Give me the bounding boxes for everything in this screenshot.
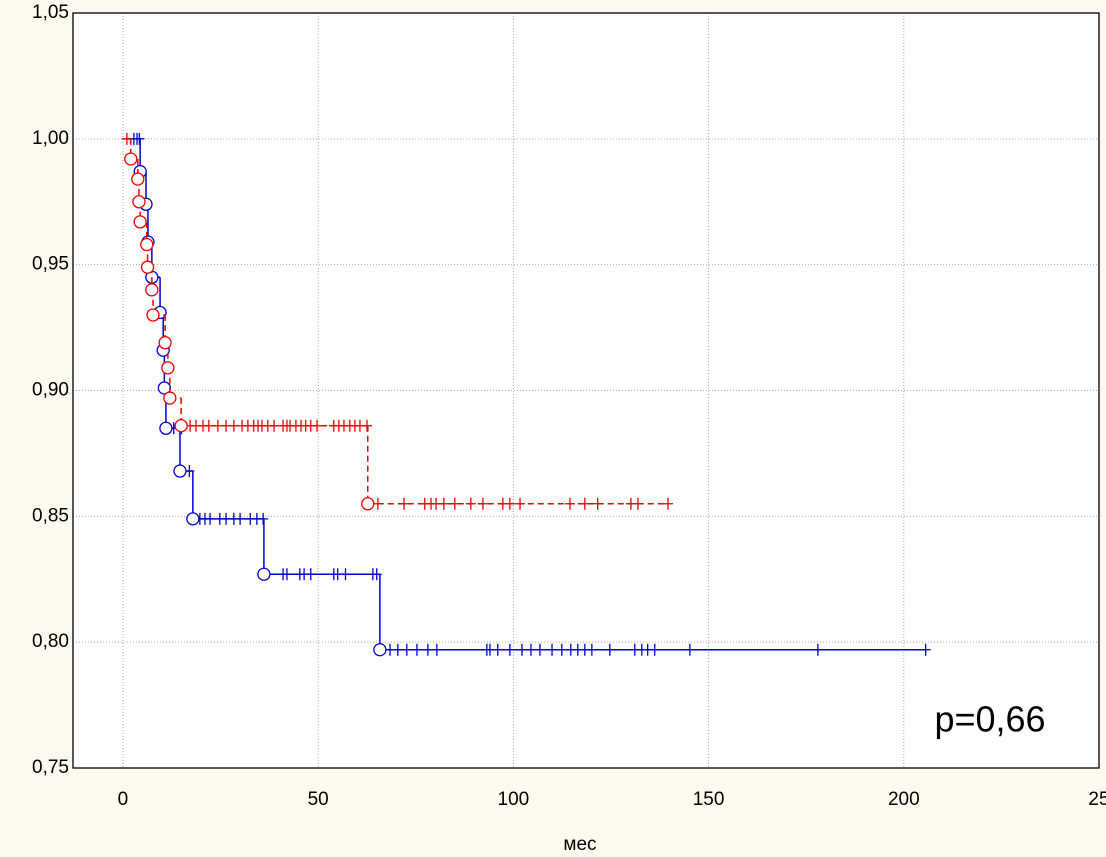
event-marker [140, 237, 154, 252]
y-tick-label: 1,05 [32, 2, 69, 23]
censor-mark [465, 497, 476, 510]
censor-mark [411, 643, 422, 656]
x-tick-label: 25 [1088, 789, 1106, 810]
censor-mark [592, 497, 603, 510]
event-marker [373, 643, 387, 657]
censor-mark [477, 497, 488, 510]
censor-mark [547, 643, 558, 656]
censor-mark [492, 643, 503, 656]
censor-mark [392, 643, 403, 656]
annotation: p=0,66 [934, 699, 1045, 740]
event-marker [132, 195, 146, 209]
x-tick-label: 50 [308, 789, 329, 810]
censor-mark [604, 643, 615, 656]
censor-mark [632, 497, 643, 510]
event-marker [145, 283, 159, 297]
y-tick-label: 0,95 [32, 254, 69, 275]
censor-mark [684, 643, 695, 656]
censor-mark [371, 568, 382, 581]
censor-mark [920, 643, 931, 656]
censor-mark [504, 497, 515, 510]
censor-mark [812, 643, 823, 656]
event-marker [140, 260, 155, 274]
censor-mark [431, 643, 442, 656]
event-marker [133, 215, 147, 229]
censor-mark [422, 643, 433, 656]
censor-mark [525, 643, 536, 656]
censor-mark [662, 497, 673, 510]
y-tick-label: 0,90 [32, 380, 69, 401]
event-marker [146, 308, 160, 322]
censor-mark [312, 419, 323, 432]
censor-mark [235, 512, 246, 525]
event-marker [158, 336, 172, 350]
x-tick-label: 100 [498, 789, 530, 810]
y-tick-label: 0,80 [32, 631, 69, 652]
y-tick-label: 0,85 [32, 505, 69, 526]
event-marker [163, 391, 177, 405]
x-tick-label: 0 [118, 789, 129, 810]
censor-mark [515, 497, 526, 510]
censor-mark [203, 419, 214, 432]
plot-layer [73, 12, 1100, 769]
event-marker [186, 512, 200, 526]
event-marker [174, 419, 188, 433]
censor-mark [361, 419, 372, 432]
event-marker [257, 567, 271, 581]
event-marker [159, 421, 173, 435]
censor-mark [534, 643, 545, 656]
x-tick-label: 150 [693, 789, 725, 810]
censor-mark [556, 643, 567, 656]
event-marker [161, 361, 175, 375]
censor-mark [399, 497, 410, 510]
censor-mark [579, 497, 590, 510]
censor-mark [504, 643, 515, 656]
censor-mark [281, 568, 292, 581]
censor-mark [401, 643, 412, 656]
censor-mark [134, 132, 145, 145]
censor-mark [340, 568, 351, 581]
event-marker [124, 152, 138, 166]
event-marker [361, 497, 375, 511]
censor-mark [372, 497, 383, 510]
censor-mark [564, 497, 575, 510]
censor-mark [121, 132, 132, 145]
censor-mark [305, 568, 316, 581]
plot-frame [72, 12, 1100, 769]
censor-mark [649, 643, 660, 656]
event-marker [173, 464, 187, 478]
survival-curve [121, 132, 673, 511]
censor-mark [516, 643, 527, 656]
event-marker [131, 172, 145, 186]
censor-mark [586, 643, 597, 656]
censor-mark [258, 512, 269, 525]
censor-mark [269, 419, 280, 432]
x-tick-label: 200 [888, 789, 920, 810]
x-axis-label: мес [563, 834, 596, 855]
y-tick-label: 0,75 [32, 757, 69, 778]
censor-mark [205, 512, 216, 525]
censor-mark [438, 497, 449, 510]
censor-mark [449, 497, 460, 510]
y-tick-label: 1,00 [32, 128, 69, 149]
